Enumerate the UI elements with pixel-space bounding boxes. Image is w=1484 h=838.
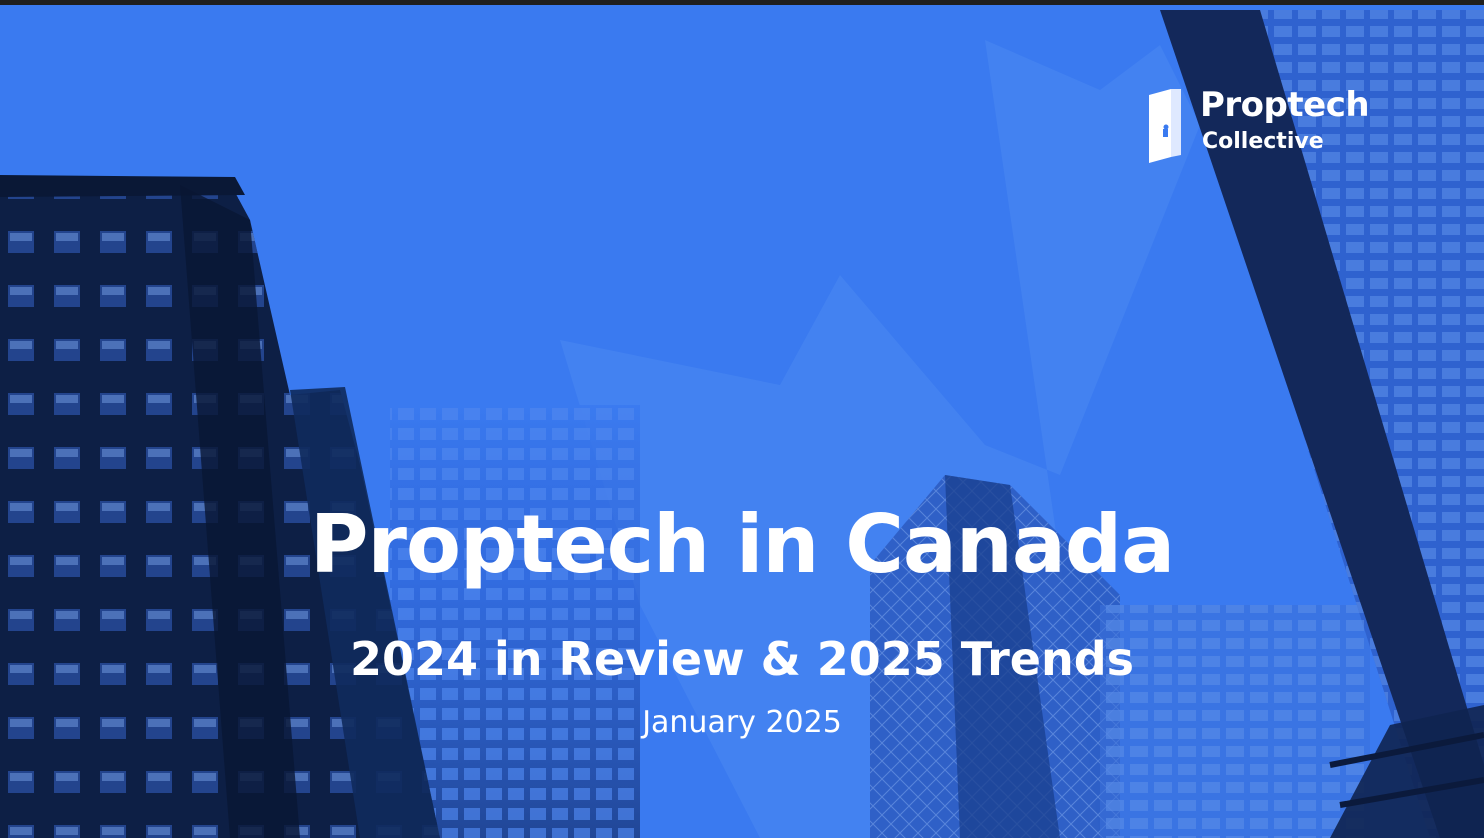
title-slide: Proptech Collective Proptech in Canada 2… [0,5,1484,838]
door-icon [1149,89,1181,163]
proptech-collective-logo: Proptech Collective [1145,85,1405,167]
slide-title: Proptech in Canada [309,498,1175,591]
slide-subtitle: 2024 in Review & 2025 Trends [349,632,1135,686]
logo-name: Proptech [1200,85,1370,125]
slide-date: January 2025 [642,705,842,740]
city-buildings-background [0,10,1484,838]
logo-subname: Collective [1202,129,1324,154]
